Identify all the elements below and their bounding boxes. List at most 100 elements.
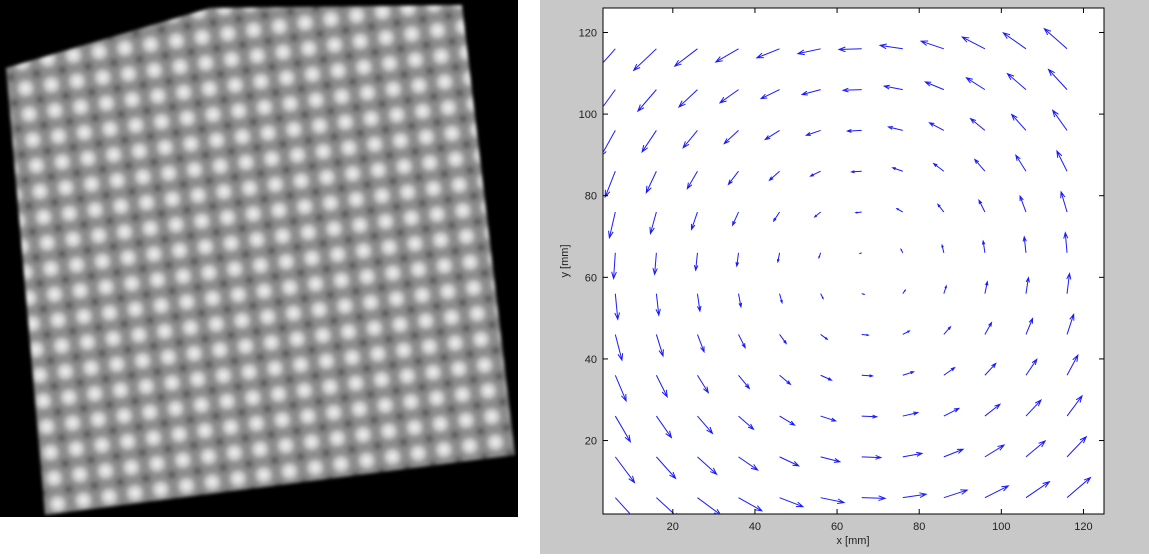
arrow (614, 375, 627, 403)
arrow (697, 374, 710, 394)
arrow (1066, 312, 1075, 335)
arrow (652, 252, 658, 276)
arrow (655, 293, 661, 317)
arrow (697, 456, 718, 476)
arrow (755, 48, 780, 59)
arrow (772, 211, 780, 223)
arrow (738, 334, 746, 349)
arrow (1063, 231, 1069, 253)
arrow (882, 84, 903, 91)
arrow (1010, 113, 1027, 131)
arrow (738, 497, 764, 512)
arrow (973, 158, 986, 172)
arrow (655, 375, 668, 399)
arrow (984, 403, 1002, 417)
arrow (861, 293, 866, 295)
arrow (960, 36, 986, 50)
arrow (820, 334, 829, 341)
arrow (837, 46, 862, 53)
arrow (861, 333, 870, 337)
arrow (1006, 72, 1027, 90)
arrow (820, 456, 842, 463)
arrow (677, 89, 698, 108)
arrow (902, 371, 915, 376)
arrow (854, 211, 862, 214)
arrow (779, 456, 801, 467)
arrow (820, 497, 846, 505)
arrow (614, 456, 636, 484)
arrow (738, 293, 743, 309)
arrow (861, 454, 883, 460)
x-tick-label: 80 (913, 521, 925, 533)
arrow (981, 239, 986, 253)
arrow (1025, 276, 1030, 294)
arrow (943, 448, 965, 458)
y-tick-label: 60 (585, 272, 597, 284)
arrow (649, 211, 657, 235)
arrow (779, 334, 788, 345)
arrow (1043, 27, 1068, 50)
arrow (902, 492, 928, 499)
arrow (690, 211, 698, 231)
plot-area (602, 7, 1105, 515)
arrow (1051, 109, 1068, 131)
arrow (697, 497, 721, 514)
arrow (764, 129, 780, 141)
arrow (696, 293, 702, 313)
arrow (1025, 317, 1034, 335)
quiver-field (603, 27, 1092, 514)
arrow (686, 170, 698, 190)
arrow (636, 89, 657, 113)
arrow (1025, 439, 1047, 458)
arrow (820, 415, 838, 422)
arrow (727, 170, 739, 186)
arrow (738, 374, 751, 390)
arrow (768, 170, 780, 182)
arrow (632, 48, 657, 72)
arrow (818, 252, 822, 260)
arrow (1066, 272, 1072, 294)
arrow (759, 89, 780, 100)
arrow (603, 130, 616, 156)
arrow (614, 497, 631, 514)
arrow (1066, 435, 1088, 458)
arrow (804, 129, 821, 136)
arrow (902, 330, 911, 335)
arrow (603, 48, 616, 64)
arrow (902, 451, 924, 458)
arrow (984, 444, 1006, 458)
arrow (820, 293, 824, 300)
grid-image (6, 5, 515, 515)
arrow (969, 117, 986, 131)
arrow (941, 243, 945, 253)
arrow (1002, 32, 1027, 50)
y-tick-label: 100 (579, 109, 597, 121)
arrow (779, 415, 796, 426)
arrow (932, 162, 945, 172)
arrow (645, 171, 657, 195)
arrow (1022, 235, 1027, 253)
arrow (614, 293, 620, 321)
arrow (1047, 68, 1068, 90)
arrow (943, 325, 952, 335)
y-tick-label: 20 (585, 436, 597, 448)
arrow (1066, 476, 1092, 499)
arrow (779, 293, 783, 305)
y-axis-label: y [mm] (559, 245, 571, 278)
arrow (655, 415, 673, 439)
arrow (656, 497, 678, 514)
arrow (673, 48, 698, 68)
arrow (604, 171, 616, 199)
x-tick-label: 60 (831, 521, 843, 533)
arrow (902, 288, 907, 294)
arrow (943, 284, 947, 294)
arrow (1060, 190, 1068, 213)
arrow (611, 252, 617, 280)
arrow (984, 321, 993, 335)
arrow (738, 415, 755, 431)
arrow (984, 485, 1010, 499)
arrow (861, 414, 879, 419)
arrow (796, 48, 821, 56)
